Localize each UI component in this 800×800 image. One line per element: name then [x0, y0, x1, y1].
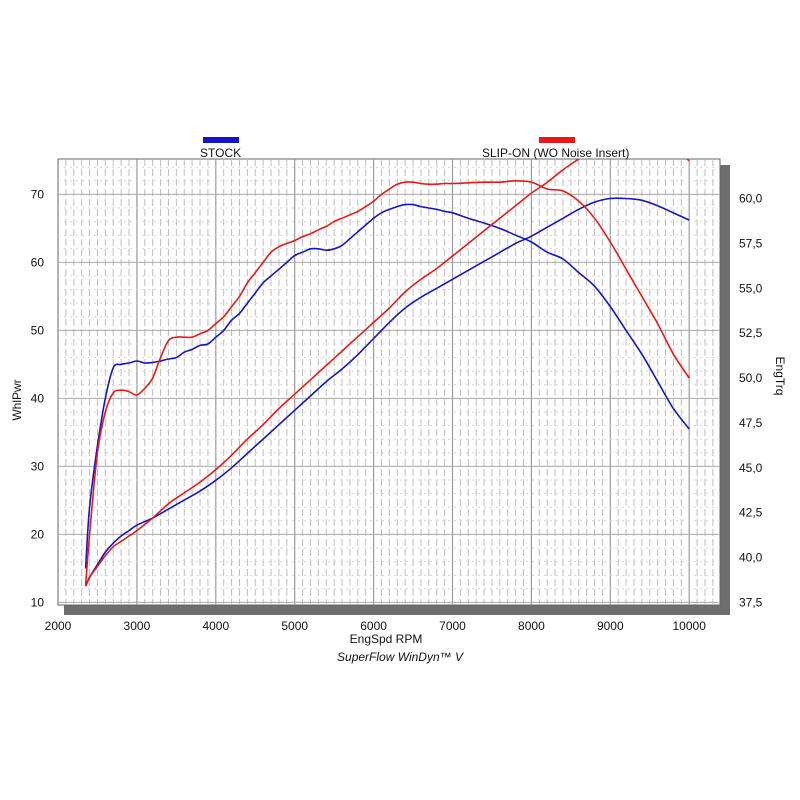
y-right-axis-ticks: 37,5 40,0 42,5 45,0 47,5 50,0 52,5 55,0 57,5 60,0 — [739, 192, 763, 610]
y-right-axis-title: EngTrq — [773, 357, 787, 396]
legend-label-stock: STOCK — [200, 146, 241, 160]
y-right-tick-label: 52,5 — [739, 326, 763, 340]
plot-frame — [57, 158, 730, 615]
x-tick-label: 8000 — [518, 619, 545, 633]
x-tick-label: 6000 — [360, 619, 387, 633]
legend-swatch-slip-on — [539, 137, 575, 143]
series-line-stock-power — [84, 203, 690, 569]
y-left-tick-label: 30 — [31, 459, 45, 473]
y-right-tick-label: 50,0 — [739, 371, 763, 385]
x-tick-label: 4000 — [202, 619, 229, 633]
x-tick-label: 3000 — [124, 619, 151, 633]
series-lines — [84, 159, 690, 587]
software-footer: SuperFlow WinDyn™ V — [337, 650, 464, 664]
y-right-tick-label: 57,5 — [739, 236, 763, 250]
x-tick-label: 7000 — [439, 619, 466, 633]
y-left-tick-label: 40 — [31, 391, 45, 405]
series-line-stock-torque — [84, 197, 690, 587]
x-tick-label: 5000 — [281, 619, 308, 633]
y-right-tick-label: 42,5 — [739, 506, 763, 520]
y-right-tick-label: 55,0 — [739, 281, 763, 295]
y-right-tick-label: 60,0 — [739, 192, 763, 206]
y-left-tick-label: 10 — [31, 595, 45, 609]
y-right-tick-label: 37,5 — [739, 595, 763, 609]
y-left-tick-label: 20 — [31, 527, 45, 541]
y-left-tick-label: 70 — [31, 187, 45, 201]
y-right-tick-label: 47,5 — [739, 416, 763, 430]
legend-label-slip-on: SLIP-ON (WO Noise Insert) — [482, 146, 629, 160]
y-left-tick-label: 50 — [31, 323, 45, 337]
legend-swatch-stock — [203, 137, 239, 143]
y-right-tick-label: 45,0 — [739, 461, 763, 475]
y-right-tick-label: 40,0 — [739, 551, 763, 565]
x-axis-title: EngSpd RPM — [350, 632, 423, 646]
x-tick-label: 2000 — [45, 619, 72, 633]
x-tick-label: 9000 — [597, 619, 624, 633]
series-line-slip-on-torque — [84, 159, 690, 587]
x-axis-ticks: 2000 3000 4000 5000 6000 7000 8000 9000 10000 — [45, 619, 707, 633]
y-left-tick-label: 60 — [31, 255, 45, 269]
y-left-axis-ticks: 10 20 30 40 50 60 70 — [31, 187, 45, 609]
y-left-axis-title: WhlPwr — [10, 379, 24, 420]
series-line-slip-on-power — [84, 180, 690, 586]
x-tick-label: 10000 — [673, 619, 707, 633]
legend: STOCK SLIP-ON (WO Noise Insert) — [200, 137, 629, 160]
